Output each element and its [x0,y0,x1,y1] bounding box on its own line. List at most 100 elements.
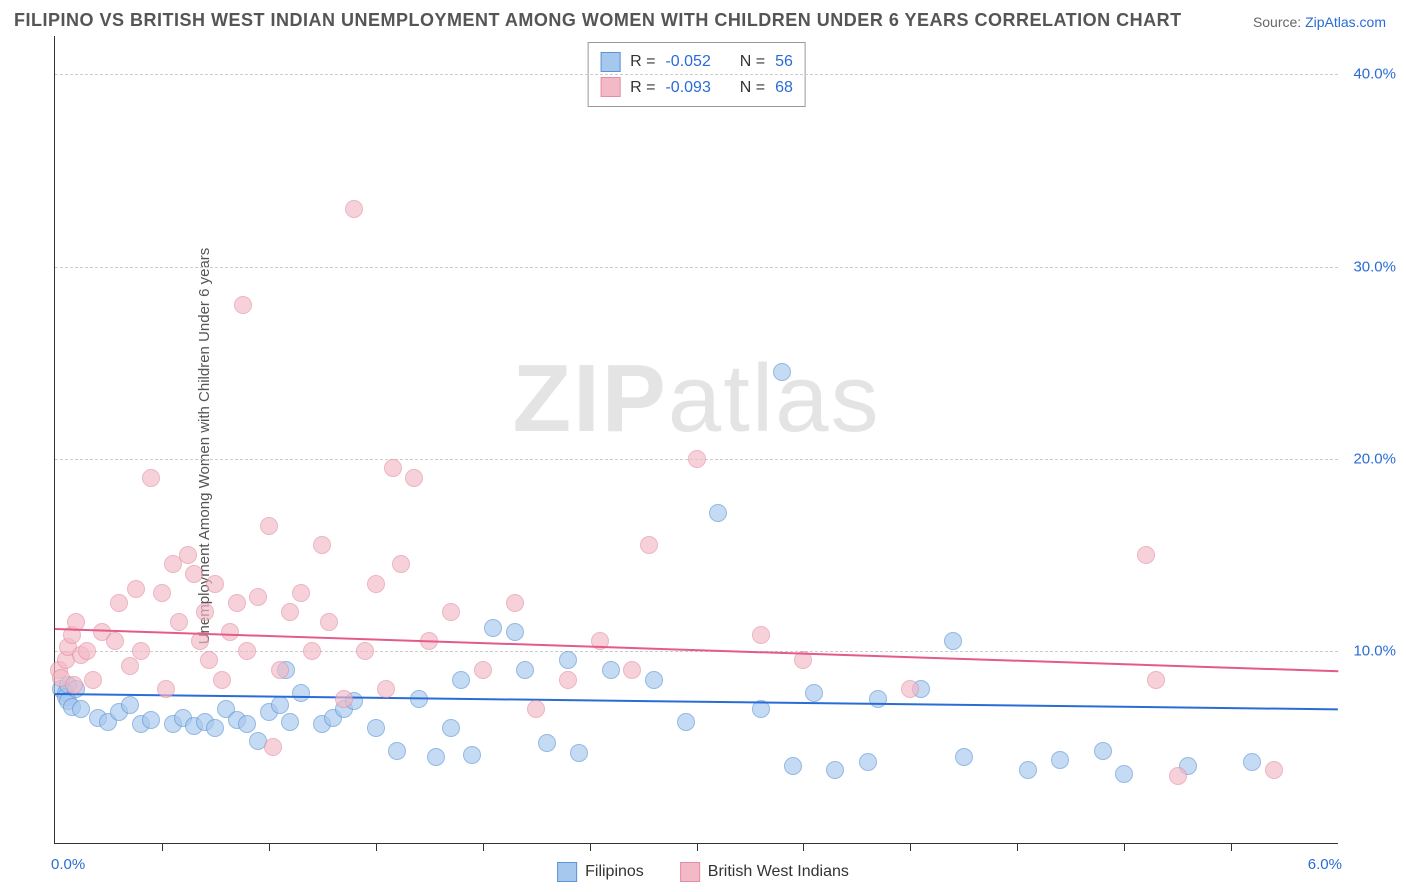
scatter-point [773,363,791,381]
scatter-point [955,748,973,766]
scatter-point [677,713,695,731]
scatter-point [271,661,289,679]
n-label: N = [740,75,765,101]
scatter-point [106,632,124,650]
scatter-point [179,546,197,564]
y-axis-tick-label: 40.0% [1353,66,1396,83]
n-value: 68 [775,75,793,101]
scatter-point [170,613,188,631]
scatter-point [538,734,556,752]
scatter-point [110,594,128,612]
chart-title: FILIPINO VS BRITISH WEST INDIAN UNEMPLOY… [14,10,1182,31]
scatter-point [142,711,160,729]
scatter-point [1019,761,1037,779]
watermark-bold: ZIP [512,345,667,452]
scatter-point [388,742,406,760]
scatter-point [249,588,267,606]
scatter-point [132,642,150,660]
scatter-point [1265,761,1283,779]
scatter-point [292,684,310,702]
x-axis-max-label: 6.0% [1308,856,1342,873]
scatter-point [234,296,252,314]
scatter-point [640,536,658,554]
scatter-point [185,565,203,583]
scatter-point [901,680,919,698]
scatter-point [281,603,299,621]
scatter-point [196,603,214,621]
scatter-point [200,651,218,669]
plot-area: ZIPatlas R =-0.052 N =56R =-0.093 N =68 … [54,36,1338,844]
scatter-point [121,657,139,675]
scatter-point [153,584,171,602]
n-value: 56 [775,49,793,75]
scatter-point [405,469,423,487]
scatter-point [752,626,770,644]
legend-item: Filipinos [557,862,644,882]
scatter-point [570,744,588,762]
x-axis-tick [483,843,484,851]
scatter-point [228,594,246,612]
series-swatch [600,77,620,97]
x-axis-tick [269,843,270,851]
scatter-point [427,748,445,766]
scatter-point [313,536,331,554]
scatter-point [442,603,460,621]
legend: Filipinos British West Indians [557,862,849,882]
scatter-point [527,700,545,718]
scatter-point [127,580,145,598]
scatter-point [1094,742,1112,760]
scatter-point [1243,753,1261,771]
scatter-point [559,651,577,669]
scatter-point [281,713,299,731]
r-value: -0.052 [665,49,710,75]
scatter-point [623,661,641,679]
r-label: R = [630,49,655,75]
source-prefix: Source: [1253,14,1305,30]
scatter-point [1137,546,1155,564]
legend-swatch [557,862,577,882]
y-axis-tick-label: 20.0% [1353,450,1396,467]
scatter-point [292,584,310,602]
scatter-point [65,676,83,694]
x-axis-tick [697,843,698,851]
scatter-point [320,613,338,631]
source-link[interactable]: ZipAtlas.com [1305,14,1386,30]
y-axis-tick-label: 10.0% [1353,642,1396,659]
gridline [55,74,1338,75]
legend-item: British West Indians [680,862,849,882]
scatter-point [238,715,256,733]
scatter-point [709,504,727,522]
scatter-point [271,696,289,714]
stats-row: R =-0.093 N =68 [600,75,793,101]
scatter-point [506,594,524,612]
stats-row: R =-0.052 N =56 [600,49,793,75]
scatter-point [335,690,353,708]
trend-line [55,693,1338,710]
scatter-point [1147,671,1165,689]
scatter-point [206,719,224,737]
scatter-point [463,746,481,764]
watermark-light: atlas [668,345,881,452]
scatter-point [392,555,410,573]
scatter-point [157,680,175,698]
x-axis-tick [910,843,911,851]
scatter-point [1051,751,1069,769]
scatter-point [826,761,844,779]
scatter-point [213,671,231,689]
series-swatch [600,52,620,72]
legend-label: Filipinos [585,863,644,881]
scatter-point [559,671,577,689]
scatter-point [484,619,502,637]
scatter-point [260,517,278,535]
legend-swatch [680,862,700,882]
scatter-point [602,661,620,679]
scatter-point [221,623,239,641]
scatter-point [345,200,363,218]
x-axis-tick [803,843,804,851]
scatter-point [869,690,887,708]
r-value: -0.093 [665,75,710,101]
x-axis-min-label: 0.0% [51,856,85,873]
scatter-point [238,642,256,660]
legend-label: British West Indians [708,863,849,881]
scatter-point [367,719,385,737]
